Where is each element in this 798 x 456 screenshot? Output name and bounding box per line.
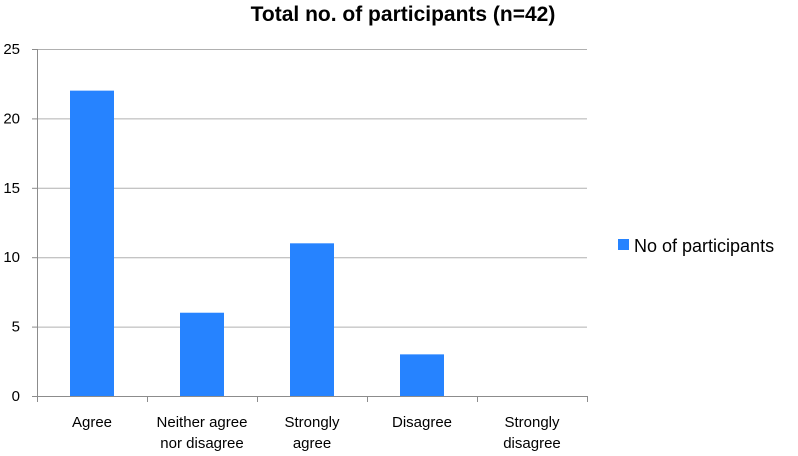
x-category-label: Agree [72,414,112,431]
y-tick-label: 0 [12,388,20,405]
bars [70,90,444,396]
y-tick-label: 25 [3,41,20,58]
bar [70,90,114,396]
bar [180,312,224,396]
chart-title: Total no. of participants (n=42) [251,3,556,26]
x-category-label: Neither agree nor disagree [157,414,248,452]
x-category-label: Strongly agree [284,414,340,452]
legend-label: No of participants [634,236,774,256]
y-tick-label: 20 [3,110,20,127]
x-category-label: Strongly disagree [503,414,561,452]
axes [32,49,588,402]
legend: No of participants [618,236,774,256]
x-category-label: Disagree [392,414,452,431]
y-tick-label: 15 [3,180,20,197]
bar [400,354,444,396]
gridlines [37,49,587,328]
y-axis-tick-labels: 0 5 10 15 20 25 [3,41,20,405]
x-axis-category-labels: Agree Neither agree nor disagree Strongly ag… [72,414,561,452]
bar [290,243,334,396]
y-tick-label: 10 [3,249,20,266]
y-tick-label: 5 [12,319,20,336]
legend-swatch [618,239,629,250]
